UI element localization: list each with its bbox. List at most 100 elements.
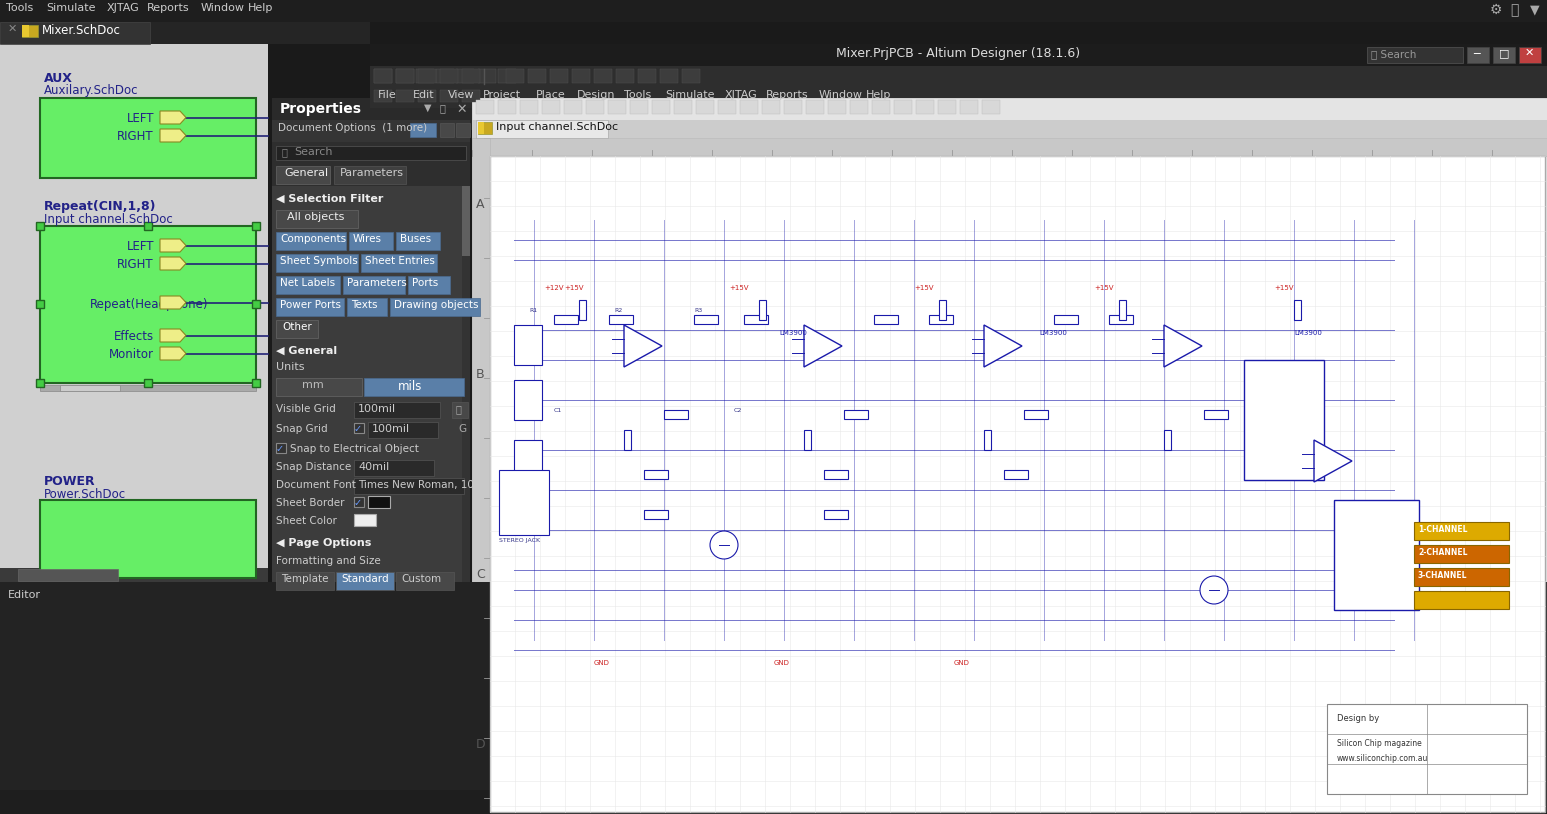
Text: GND: GND (594, 660, 610, 666)
Bar (370, 88, 1547, 108)
Text: ◀ General: ◀ General (275, 346, 337, 356)
Text: ─: ─ (1473, 48, 1480, 58)
Text: Properties: Properties (280, 102, 362, 116)
Text: Window: Window (818, 90, 863, 100)
Text: Editor: Editor (8, 590, 42, 600)
Text: Tools: Tools (623, 90, 651, 100)
Bar (744, 315, 767, 324)
Text: GND: GND (774, 660, 791, 666)
Bar (370, 66, 1547, 88)
Bar (370, 66, 1547, 88)
Bar (439, 69, 458, 83)
Bar (36, 222, 43, 230)
Bar (368, 422, 438, 438)
Bar (930, 315, 953, 324)
Text: ▼: ▼ (424, 103, 432, 113)
Text: C: C (476, 568, 484, 581)
Bar (396, 90, 415, 102)
Bar (1414, 568, 1508, 586)
Bar (275, 254, 357, 272)
Text: File: File (377, 90, 396, 100)
Text: mm: mm (302, 380, 323, 390)
Text: A: A (476, 198, 484, 211)
Text: +15V: +15V (565, 285, 583, 291)
Bar (0, 0, 1547, 22)
Bar (630, 100, 648, 114)
Text: 📌: 📌 (439, 103, 446, 113)
Text: www.siliconchip.com.au: www.siliconchip.com.au (1337, 754, 1428, 763)
Bar (664, 410, 688, 419)
Bar (490, 156, 1545, 812)
Bar (982, 100, 999, 114)
Text: Input channel.SchDoc: Input channel.SchDoc (497, 122, 619, 132)
Bar (472, 98, 1547, 138)
Text: Drawing objects: Drawing objects (394, 300, 478, 310)
Text: G: G (458, 424, 466, 434)
Text: Units: Units (275, 362, 305, 372)
Bar (472, 98, 1547, 120)
Text: Visible Grid: Visible Grid (275, 404, 336, 414)
Bar (334, 166, 405, 184)
Text: Edit: Edit (413, 90, 435, 100)
Bar (873, 100, 890, 114)
Bar (572, 69, 589, 83)
Bar (463, 69, 480, 83)
Bar (40, 385, 255, 391)
Bar (806, 100, 825, 114)
Text: 100mil: 100mil (371, 424, 410, 434)
Text: View: View (447, 90, 473, 100)
Bar (849, 100, 868, 114)
Bar (272, 164, 470, 186)
Text: AUX: AUX (43, 72, 73, 85)
Bar (0, 790, 1547, 814)
Text: RIGHT: RIGHT (118, 258, 155, 271)
Text: POWER: POWER (43, 475, 96, 488)
Bar (1414, 545, 1508, 563)
Bar (608, 100, 627, 114)
Bar (374, 69, 391, 83)
Bar (472, 138, 1547, 156)
Bar (354, 478, 464, 494)
Bar (360, 254, 436, 272)
Bar (939, 300, 947, 320)
Bar (374, 69, 391, 83)
Polygon shape (159, 329, 186, 342)
Bar (40, 226, 255, 383)
Text: Input channel.SchDoc: Input channel.SchDoc (43, 213, 173, 226)
Text: 🔍 Search: 🔍 Search (1371, 49, 1417, 59)
Bar (463, 90, 480, 102)
Text: STEREO JACK: STEREO JACK (500, 538, 540, 543)
Text: Reports: Reports (766, 90, 808, 100)
Bar (478, 69, 497, 83)
Text: ✕: ✕ (456, 103, 467, 116)
Text: +12V: +12V (545, 285, 563, 291)
Bar (1414, 591, 1508, 609)
Bar (0, 22, 370, 44)
Bar (275, 232, 347, 250)
Text: Times New Roman, 10: Times New Roman, 10 (357, 480, 473, 490)
Bar (275, 572, 334, 590)
Bar (396, 69, 415, 83)
Bar (144, 222, 152, 230)
Bar (565, 100, 582, 114)
Text: Auxilary.SchDoc: Auxilary.SchDoc (43, 84, 139, 97)
Text: Parameters: Parameters (340, 168, 404, 178)
Bar (961, 100, 978, 114)
Text: Reports: Reports (147, 3, 190, 13)
Text: Template: Template (282, 574, 328, 584)
Bar (456, 123, 470, 137)
Bar (763, 100, 780, 114)
Text: ✕: ✕ (1525, 48, 1535, 58)
Bar (275, 378, 362, 396)
Bar (396, 572, 453, 590)
Text: Buses: Buses (401, 234, 432, 244)
Bar (472, 138, 1547, 814)
Text: All objects: All objects (288, 212, 345, 222)
Bar (354, 497, 364, 507)
Bar (374, 90, 391, 102)
Polygon shape (159, 257, 186, 270)
Bar (272, 186, 470, 696)
Text: Standard: Standard (340, 574, 388, 584)
Bar (528, 69, 546, 83)
Bar (514, 380, 541, 420)
